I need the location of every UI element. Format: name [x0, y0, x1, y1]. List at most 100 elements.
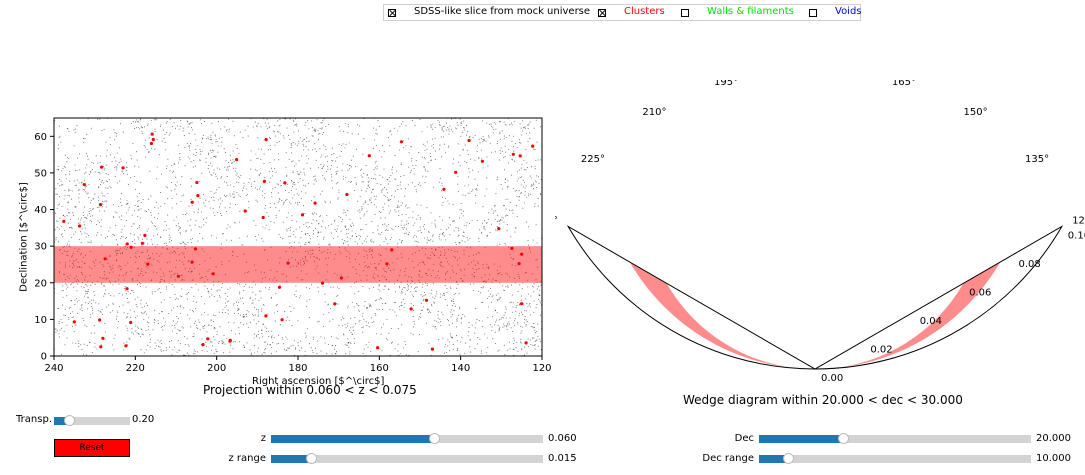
galaxy-point — [291, 251, 294, 253]
galaxy-point — [779, 204, 780, 205]
galaxy-point — [801, 233, 803, 235]
galaxy-point — [87, 118, 89, 120]
galaxy-point — [402, 347, 405, 349]
galaxy-point — [157, 289, 159, 291]
galaxy-point — [392, 309, 394, 311]
galaxy-point — [86, 164, 88, 166]
galaxy-point — [304, 332, 306, 334]
galaxy-point — [911, 306, 913, 309]
galaxy-point — [802, 187, 803, 188]
legend-item-slice[interactable] — [388, 6, 396, 20]
checkbox-voids[interactable] — [809, 9, 817, 17]
galaxy-point — [104, 210, 106, 212]
legend-item-walls[interactable] — [681, 6, 689, 20]
galaxy-point — [394, 178, 396, 180]
legend-item-voids[interactable] — [809, 6, 817, 20]
galaxy-point — [731, 180, 732, 181]
galaxy-point — [878, 178, 879, 179]
galaxy-point — [785, 217, 786, 218]
galaxy-point — [456, 281, 458, 283]
galaxy-point — [502, 289, 504, 291]
galaxy-point — [233, 312, 235, 314]
cluster-point — [206, 337, 210, 341]
galaxy-point — [442, 125, 445, 128]
checkbox-clusters[interactable] — [598, 9, 606, 17]
galaxy-point — [190, 198, 192, 200]
galaxy-point — [72, 282, 74, 284]
galaxy-point — [530, 251, 532, 253]
galaxy-point — [468, 168, 470, 170]
galaxy-point — [402, 121, 404, 123]
galaxy-point — [496, 176, 499, 178]
galaxy-point — [955, 234, 957, 236]
galaxy-point — [295, 285, 297, 287]
galaxy-point — [307, 227, 309, 229]
galaxy-point — [442, 294, 444, 296]
galaxy-point — [109, 143, 112, 145]
galaxy-point — [254, 298, 257, 300]
galaxy-point — [263, 341, 265, 343]
galaxy-point — [78, 299, 80, 302]
galaxy-point — [179, 306, 181, 308]
galaxy-point — [176, 351, 178, 353]
galaxy-point — [671, 205, 672, 206]
galaxy-point — [382, 303, 384, 305]
galaxy-point — [169, 346, 171, 348]
galaxy-point — [961, 186, 962, 187]
galaxy-point — [249, 349, 251, 351]
galaxy-point — [954, 211, 955, 212]
galaxy-point — [405, 125, 407, 127]
galaxy-point — [303, 149, 305, 151]
galaxy-point — [877, 310, 880, 312]
galaxy-point — [608, 175, 609, 176]
galaxy-point — [368, 248, 370, 251]
galaxy-point — [353, 224, 355, 226]
galaxy-point — [173, 170, 175, 172]
galaxy-point — [444, 252, 446, 254]
galaxy-point — [133, 291, 135, 294]
galaxy-point — [327, 271, 329, 273]
galaxy-point — [497, 324, 499, 326]
galaxy-point — [786, 322, 788, 324]
galaxy-point — [405, 204, 407, 206]
galaxy-point — [361, 327, 363, 329]
galaxy-point — [194, 353, 196, 355]
checkbox-slice[interactable] — [388, 9, 396, 17]
galaxy-point — [266, 327, 268, 329]
galaxy-point — [350, 159, 353, 161]
galaxy-point — [764, 212, 765, 213]
galaxy-point — [84, 279, 86, 281]
checkbox-walls[interactable] — [681, 9, 689, 17]
galaxy-point — [292, 119, 294, 121]
galaxy-point — [841, 293, 843, 295]
galaxy-point — [484, 280, 486, 282]
galaxy-point — [113, 129, 115, 131]
galaxy-point — [511, 210, 513, 212]
galaxy-point — [115, 224, 117, 226]
galaxy-point — [424, 149, 426, 152]
galaxy-point — [172, 246, 174, 248]
galaxy-point — [683, 152, 684, 153]
x-tick-label: 220 — [126, 363, 145, 374]
galaxy-point — [415, 286, 417, 288]
galaxy-point — [302, 260, 305, 262]
galaxy-point — [501, 273, 503, 276]
galaxy-point — [430, 127, 432, 129]
galaxy-point — [74, 299, 76, 301]
galaxy-point — [342, 163, 344, 165]
galaxy-point — [303, 223, 305, 226]
galaxy-point — [137, 327, 139, 330]
galaxy-point — [338, 143, 340, 145]
galaxy-point — [1005, 247, 1007, 249]
galaxy-point — [935, 170, 936, 171]
galaxy-point — [146, 238, 148, 240]
galaxy-point — [533, 300, 535, 302]
galaxy-point — [449, 125, 451, 127]
legend-item-clusters[interactable] — [598, 6, 606, 20]
galaxy-point — [253, 345, 256, 347]
galaxy-point — [413, 173, 415, 175]
galaxy-point — [502, 317, 504, 319]
galaxy-point — [794, 331, 796, 333]
galaxy-point — [698, 113, 699, 114]
galaxy-point — [515, 205, 517, 207]
